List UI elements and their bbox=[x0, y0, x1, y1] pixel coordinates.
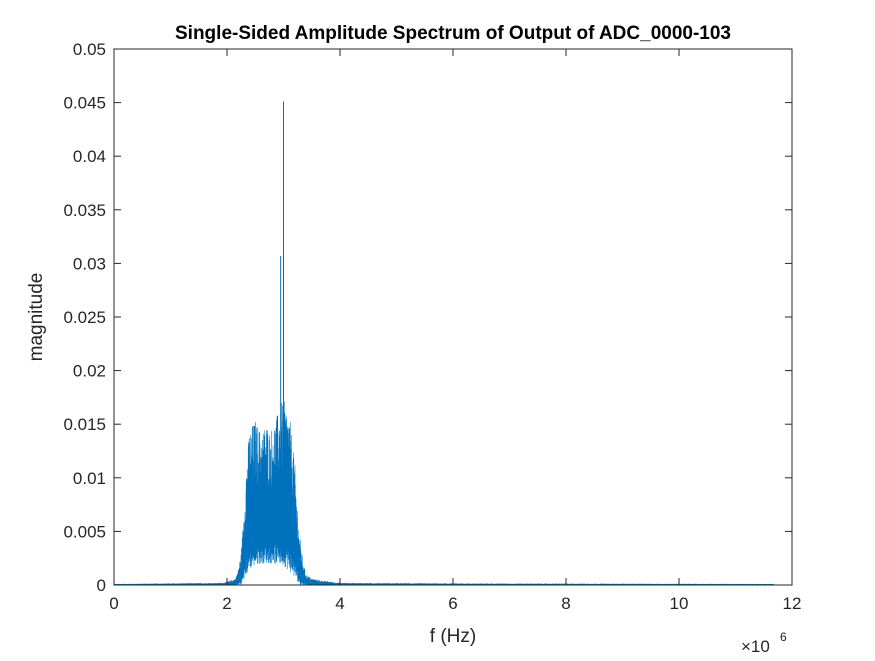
y-tick-label: 0.045 bbox=[63, 94, 106, 113]
y-tick-label: 0.02 bbox=[73, 362, 106, 381]
y-tick-label: 0.04 bbox=[73, 147, 106, 166]
x-multiplier-exponent: 6 bbox=[780, 630, 787, 644]
x-tick-label: 10 bbox=[670, 594, 689, 613]
ticks-layer: 0 2 4 6 8 10 12 0 0.005 0.01 0.015 0.02 0.025 0.03 0.0… bbox=[63, 40, 801, 613]
x-tick-label: 6 bbox=[448, 594, 457, 613]
x-tick-label: 2 bbox=[222, 594, 231, 613]
y-tick-label: 0.035 bbox=[63, 201, 106, 220]
x-multiplier-text: ×10 bbox=[741, 637, 770, 656]
x-axis-label: f (Hz) bbox=[430, 626, 476, 647]
x-tick-label: 0 bbox=[109, 594, 118, 613]
y-tick-label: 0.015 bbox=[63, 415, 106, 434]
y-tick-label: 0.025 bbox=[63, 308, 106, 327]
plot-area bbox=[114, 49, 792, 585]
y-axis-label: magnitude bbox=[26, 273, 47, 362]
x-tick-label: 8 bbox=[561, 594, 570, 613]
x-exponent-label: ×10 6 bbox=[741, 630, 787, 656]
y-tick-label: 0 bbox=[97, 576, 106, 595]
x-tick-label: 12 bbox=[783, 594, 802, 613]
x-tick-label: 4 bbox=[335, 594, 344, 613]
y-tick-label: 0.005 bbox=[63, 522, 106, 541]
y-tick-label: 0.05 bbox=[73, 40, 106, 59]
chart-title: Single-Sided Amplitude Spectrum of Outpu… bbox=[175, 23, 731, 44]
y-tick-label: 0.03 bbox=[73, 254, 106, 273]
y-tick-label: 0.01 bbox=[73, 469, 106, 488]
